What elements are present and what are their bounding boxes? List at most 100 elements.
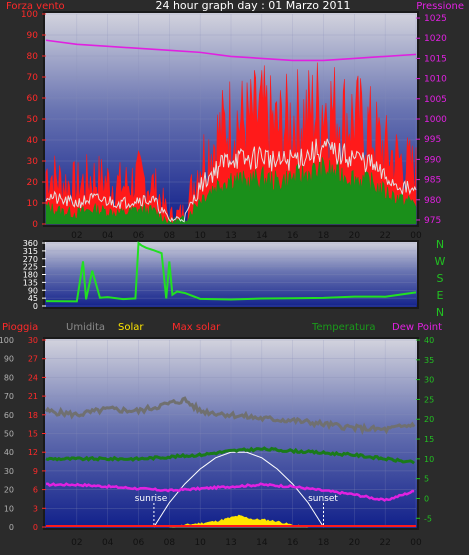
x-tick-label: 08: [164, 231, 176, 241]
x-tick-label: 02: [71, 538, 82, 548]
wind-direction-series: [45, 241, 417, 303]
humidity-tick-label: 20: [4, 486, 14, 495]
dir-label-n2: N: [436, 306, 444, 319]
dir-tick-label: 180: [23, 271, 38, 280]
sunset-annotation: sunset: [308, 494, 338, 504]
dir-tick-label: 0: [33, 302, 38, 311]
legend-temperatura: Temperatura: [311, 322, 376, 333]
left-tick-label: 100: [21, 10, 38, 20]
wind-mid-series: [45, 138, 417, 223]
dir-tick-label: 270: [23, 255, 38, 264]
humidity-tick-label: 60: [4, 411, 14, 420]
x-tick-label: 13: [225, 231, 236, 241]
dir-tick-label: 315: [23, 247, 38, 256]
right-tick-label: 1020: [424, 34, 447, 44]
legend-max-solar: Max solar: [172, 322, 221, 333]
humidity-tick-label: 50: [4, 430, 14, 439]
x-tick-label: 18: [318, 231, 330, 241]
x-tick-label: 14: [256, 231, 268, 241]
right-tick-label: 975: [424, 216, 441, 226]
legend-solar: Solar: [118, 322, 144, 333]
pressure-series: [45, 39, 417, 62]
temp-tick-label: 10: [424, 455, 434, 464]
rain-tick-label: 0: [33, 523, 38, 532]
sunrise-annotation: sunrise: [135, 494, 168, 504]
left-tick-label: 30: [27, 157, 39, 167]
temp-tick-label: 35: [424, 356, 434, 365]
humidity-tick-label: 40: [4, 448, 14, 457]
x-tick-label: 13: [225, 538, 236, 548]
rain-tick-label: 6: [33, 486, 38, 495]
wind-avg-series: [45, 157, 417, 225]
rain-tick-label: 15: [28, 430, 38, 439]
right-tick-label: 990: [424, 155, 441, 165]
right-tick-label: 995: [424, 135, 441, 145]
humidity-tick-label: 90: [4, 355, 14, 364]
x-tick-label: 22: [379, 231, 390, 241]
wind-speed-label: Forza vento: [6, 1, 65, 12]
right-tick-label: 1015: [424, 54, 447, 64]
rain-tick-label: 12: [28, 448, 38, 457]
legend-umidita: Umidita: [66, 322, 105, 333]
x-tick-label: 16: [287, 231, 299, 241]
rain-tick-label: 3: [33, 504, 38, 513]
dir-tick-label: 225: [23, 263, 38, 272]
right-tick-label: 985: [424, 176, 441, 186]
dir-label-w: W: [435, 255, 446, 268]
temp-tick-label: 20: [424, 415, 434, 424]
pressure-label: Pressione: [416, 1, 464, 12]
left-tick-label: 90: [27, 31, 39, 41]
dir-label-n: N: [436, 238, 444, 251]
rain-tick-label: 27: [28, 355, 38, 364]
x-tick-label: 04: [102, 538, 114, 548]
dir-tick-label: 45: [28, 294, 38, 303]
x-tick-label: 20: [349, 538, 361, 548]
x-tick-label: 20: [349, 231, 361, 241]
humidity-tick-label: 10: [4, 504, 14, 513]
humidity-tick-label: 70: [4, 392, 14, 401]
x-tick-label: 04: [102, 231, 114, 241]
x-tick-label: 14: [256, 538, 268, 548]
right-tick-label: 1000: [424, 115, 447, 125]
dir-label-s: S: [437, 272, 444, 285]
left-tick-label: 10: [27, 199, 39, 209]
humidity-tick-label: 100: [0, 336, 14, 345]
temperature-series: [45, 446, 416, 465]
right-tick-label: 1010: [424, 75, 447, 85]
temp-tick-label: 5: [424, 475, 429, 484]
rain-tick-label: 24: [28, 373, 38, 382]
dir-label-e: E: [437, 289, 444, 302]
x-tick-label: 02: [71, 231, 82, 241]
legend-dew-point: Dew Point: [392, 322, 442, 333]
left-tick-label: 20: [27, 178, 39, 188]
rain-tick-label: 9: [33, 467, 38, 476]
humidity-series: [44, 396, 416, 436]
temp-tick-label: 30: [424, 376, 434, 385]
dir-tick-label: 90: [28, 286, 38, 295]
dew-point-series: [45, 482, 415, 502]
left-tick-label: 60: [27, 94, 39, 104]
temp-tick-label: 0: [424, 494, 429, 503]
x-tick-label: 00: [410, 538, 422, 548]
x-tick-label: 10: [194, 231, 206, 241]
right-tick-label: 980: [424, 196, 441, 206]
temp-tick-label: -5: [424, 514, 432, 523]
left-tick-label: 40: [27, 136, 39, 146]
x-tick-label: 00: [410, 231, 422, 241]
left-tick-label: 50: [27, 115, 39, 125]
x-tick-label: 06: [133, 538, 145, 548]
left-tick-label: 0: [32, 220, 38, 230]
solar-series: [169, 514, 309, 528]
x-tick-label: 16: [287, 538, 299, 548]
temp-tick-label: 15: [424, 435, 434, 444]
x-tick-label: 06: [133, 231, 145, 241]
temp-tick-label: 40: [424, 336, 434, 345]
humidity-tick-label: 30: [4, 467, 14, 476]
left-tick-label: 80: [27, 52, 39, 62]
rain-tick-label: 18: [28, 411, 38, 420]
humidity-tick-label: 0: [9, 523, 14, 532]
right-tick-label: 1025: [424, 14, 447, 24]
page-title: 24 hour graph day : 01 Marzo 2011: [155, 0, 350, 12]
